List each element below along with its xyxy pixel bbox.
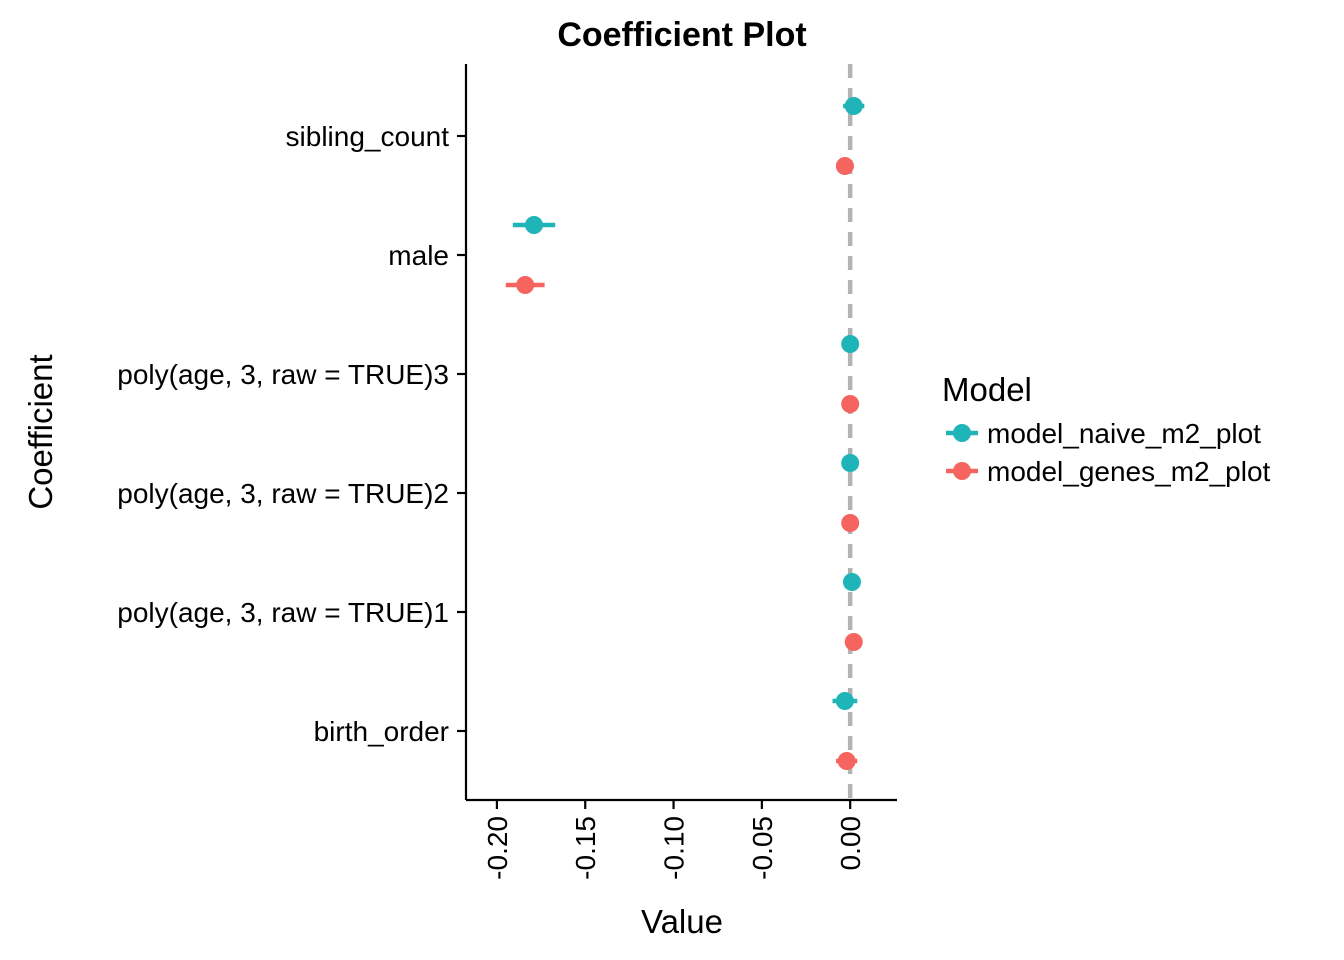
x-tick-label: 0.00 — [835, 816, 866, 871]
legend-label: model_naive_m2_plot — [987, 418, 1261, 449]
x-tick-label: -0.10 — [659, 816, 690, 880]
y-tick-label: male — [388, 240, 449, 271]
data-point — [845, 633, 863, 651]
data-point — [845, 97, 863, 115]
legend: Model model_naive_m2_plot model_genes_m2_… — [942, 371, 1271, 487]
data-point — [525, 216, 543, 234]
y-tick-label: poly(age, 3, raw = TRUE)2 — [117, 478, 449, 509]
data-point — [836, 692, 854, 710]
x-axis-title: Value — [641, 903, 723, 940]
y-tick-label: sibling_count — [286, 121, 450, 152]
y-tick-label: birth_order — [314, 716, 449, 747]
data-point — [516, 276, 534, 294]
data-point — [841, 395, 859, 413]
x-tick-label: -0.05 — [747, 816, 778, 880]
data-point — [841, 335, 859, 353]
chart-title: Coefficient Plot — [557, 16, 806, 54]
legend-label: model_genes_m2_plot — [987, 456, 1271, 487]
data-point — [836, 157, 854, 175]
x-tick-label: -0.20 — [482, 816, 513, 880]
data-point — [838, 752, 856, 770]
y-axis-title: Coefficient — [22, 354, 59, 509]
data-point — [843, 573, 861, 591]
legend-key-point — [953, 424, 971, 442]
x-tick-label: -0.15 — [570, 816, 601, 880]
data-point — [841, 454, 859, 472]
y-tick-label: poly(age, 3, raw = TRUE)1 — [117, 597, 449, 628]
y-tick-label: poly(age, 3, raw = TRUE)3 — [117, 359, 449, 390]
legend-title: Model — [942, 371, 1032, 408]
data-point — [841, 514, 859, 532]
plot-area — [506, 64, 865, 800]
legend-key-point — [953, 462, 971, 480]
